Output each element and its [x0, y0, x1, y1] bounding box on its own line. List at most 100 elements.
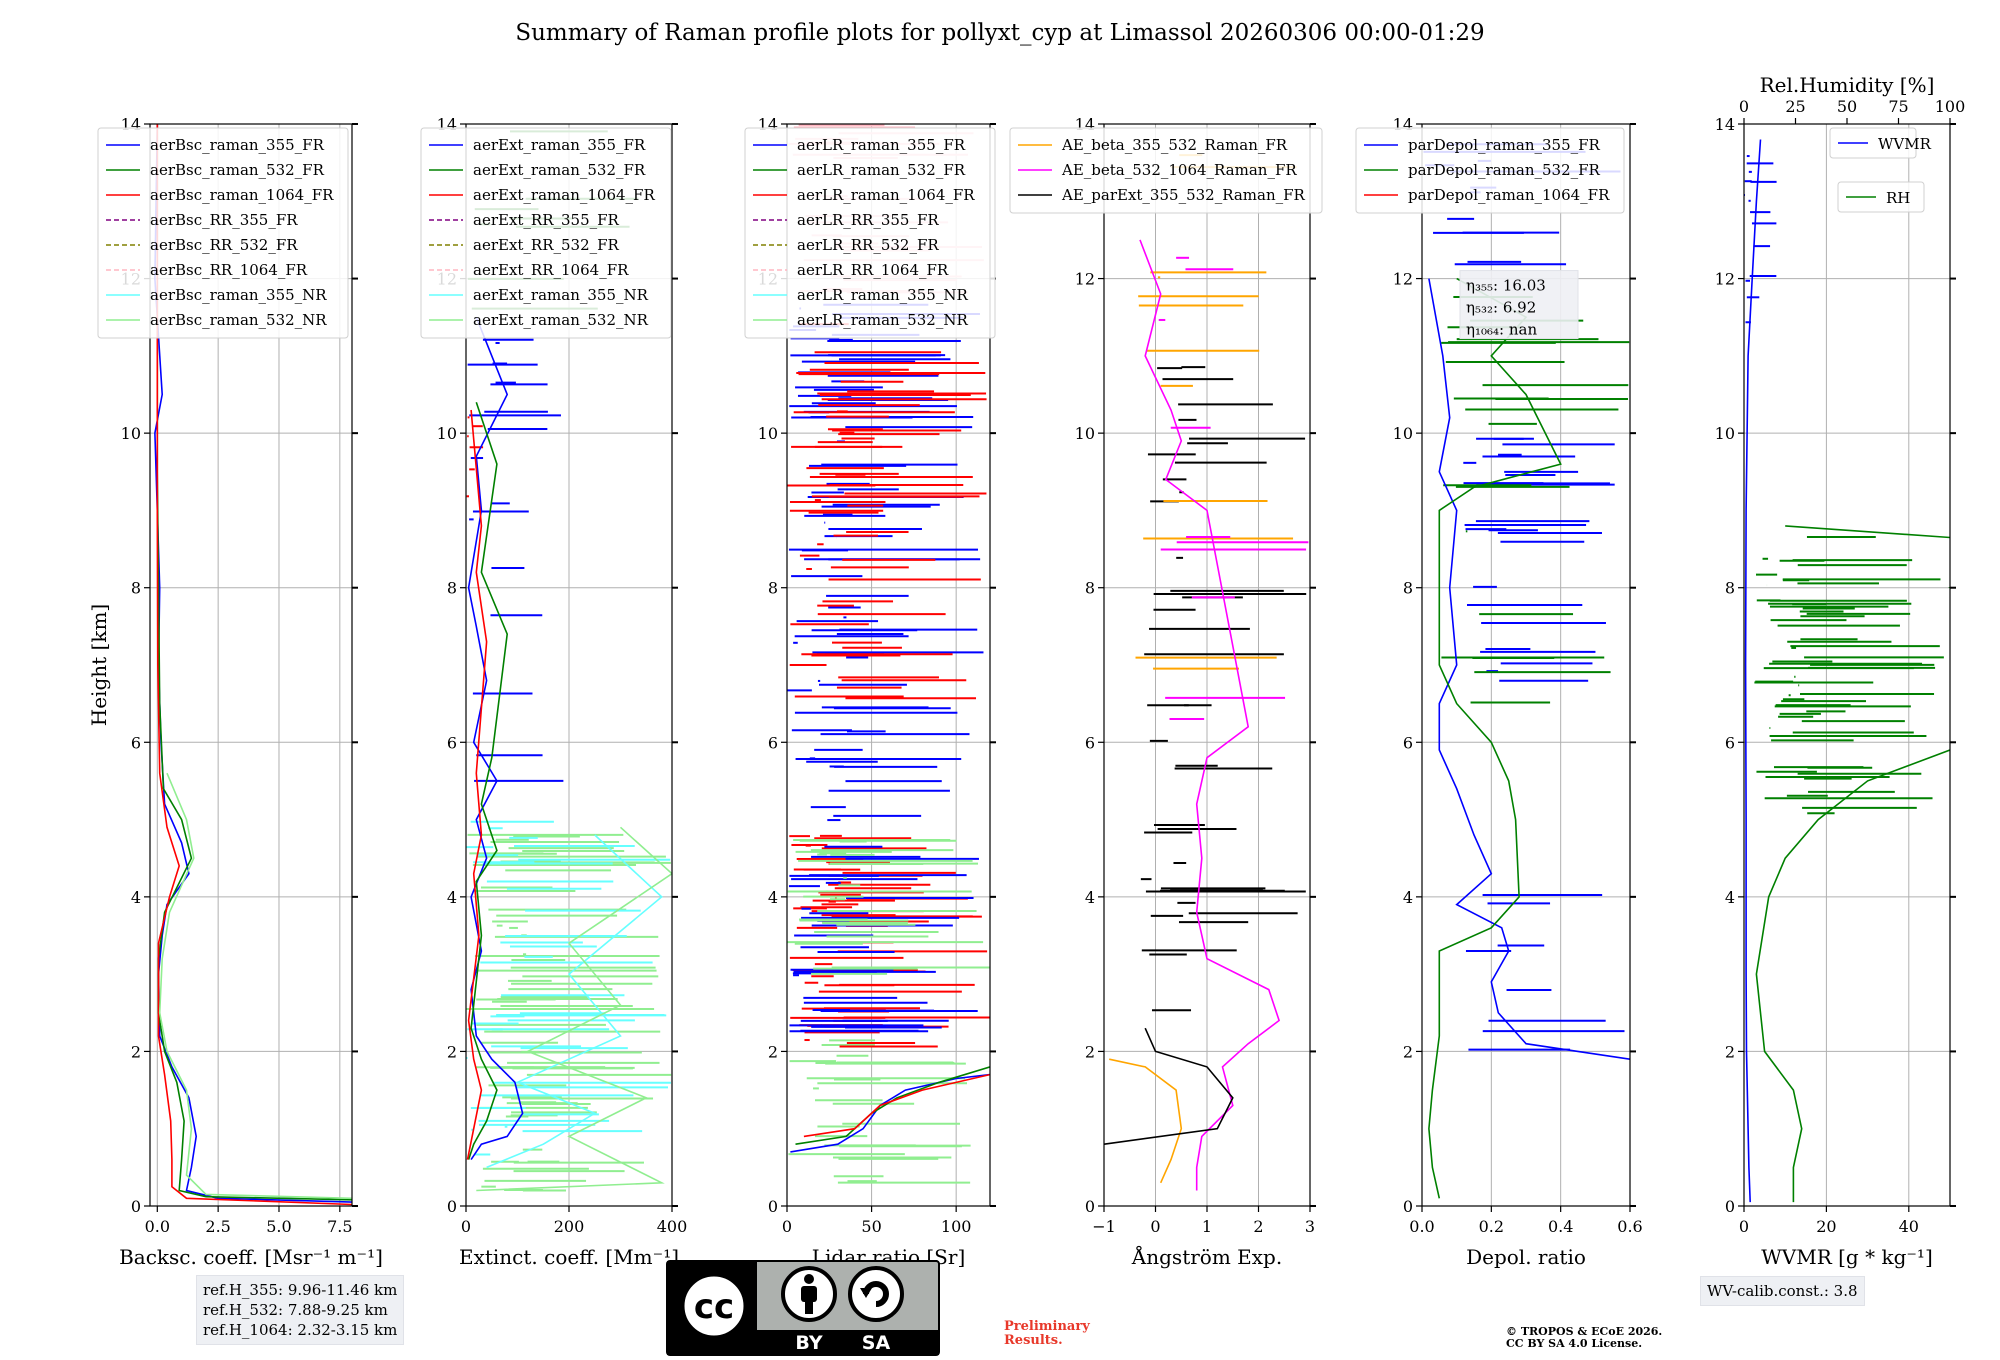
- y-tick-label: 10: [437, 424, 457, 443]
- x-axis-label: WVMR [g * kg⁻¹]: [1761, 1245, 1933, 1269]
- x-tick-label: 0.4: [1548, 1217, 1573, 1236]
- legend-label: aerBsc_RR_532_FR: [150, 236, 298, 254]
- cc-by-sa-license-badge: cc BY SA: [666, 1260, 940, 1356]
- legend-box: RH: [1837, 181, 1925, 213]
- legend-label: parDepol_raman_532_FR: [1408, 161, 1601, 179]
- axes-frame: [1421, 123, 1631, 1207]
- y-tick-label: 10: [1075, 424, 1095, 443]
- y-tick-label: 0: [768, 1197, 778, 1216]
- x-tick-label: 0: [1739, 1217, 1749, 1236]
- x-tick-label: 0.0: [145, 1217, 170, 1236]
- series-line-AE_parExt_355_532_Raman_FR: [1104, 1027, 1234, 1145]
- y-tick-label: 2: [1725, 1042, 1735, 1061]
- wv-calib-box: WV-calib.const.: 3.8: [1700, 1276, 1865, 1306]
- panel-6: 0 20 40 0 2 4 6 8 10 12 14 WVMR [g * kg⁻¹] 0 25 50 75 10…: [1715, 73, 1966, 1269]
- legend-label: aerExt_RR_355_FR: [473, 211, 620, 229]
- top-x-tick-label: 50: [1837, 97, 1857, 116]
- annotation-frame: [1459, 270, 1579, 340]
- x-tick-label: 0.2: [1479, 1217, 1504, 1236]
- y-tick-label: 8: [1725, 579, 1735, 598]
- series-line-aerExt_raman_532_NR: [476, 826, 672, 1192]
- legend-label: WVMR: [1878, 135, 1932, 153]
- x-tick-label: 3: [1305, 1217, 1315, 1236]
- y-tick-label: 6: [1085, 733, 1095, 752]
- legend-label: AE_beta_532_1064_Raman_FR: [1061, 161, 1297, 179]
- legend-label: aerExt_raman_355_FR: [473, 136, 646, 154]
- x-tick-label: 0.0: [1409, 1217, 1434, 1236]
- legend-label: aerBsc_raman_532_FR: [150, 161, 325, 179]
- x-axis-label: Extinct. coeff. [Mm⁻¹]: [459, 1245, 679, 1269]
- y-tick-label: 6: [131, 733, 141, 752]
- cc-sa-label: SA: [862, 1332, 891, 1354]
- top-x-axis-label: Rel.Humidity [%]: [1760, 73, 1935, 97]
- y-tick-label: 4: [447, 888, 457, 907]
- attribution-person-icon: [781, 1266, 837, 1322]
- legend-frame: [1829, 127, 1917, 159]
- y-tick-label: 4: [1403, 888, 1413, 907]
- y-tick-label: 0: [1725, 1197, 1735, 1216]
- series-line-aerBsc_raman_532_FR: [156, 124, 352, 1201]
- x-tick-label: 0.6: [1617, 1217, 1642, 1236]
- legend-label: aerBsc_raman_1064_FR: [150, 186, 334, 204]
- cc-by-label: BY: [795, 1332, 822, 1354]
- legend-box: AE_beta_355_532_Raman_FR AE_beta_532_1064…: [1009, 127, 1323, 214]
- top-x-tick-label: 75: [1888, 97, 1908, 116]
- y-tick-label: 8: [131, 579, 141, 598]
- top-x-tick-label: 0: [1739, 97, 1749, 116]
- legend-label: parDepol_raman_355_FR: [1408, 136, 1601, 154]
- legend-label: aerBsc_raman_355_FR: [150, 136, 325, 154]
- series-line-aerExt_raman_355_FR: [467, 316, 524, 1161]
- y-tick-label: 2: [447, 1042, 457, 1061]
- y-tick-label: 2: [1403, 1042, 1413, 1061]
- series-line-aerExt_raman_355_NR: [486, 834, 663, 1169]
- y-tick-label: 10: [121, 424, 141, 443]
- data-layer: [1104, 154, 1309, 1191]
- legend-label: aerExt_raman_532_FR: [473, 161, 646, 179]
- legend-frame: [744, 127, 996, 339]
- legend-label: aerBsc_raman_355_NR: [150, 286, 327, 304]
- x-tick-label: 100: [941, 1217, 972, 1236]
- x-tick-label: 0: [782, 1217, 792, 1236]
- data-layer: [787, 124, 990, 1184]
- series-line-parDepol_raman_532_FR: [1428, 277, 1562, 1199]
- y-tick-label: 10: [758, 424, 778, 443]
- lidar-constant-box: η₃₅₅: 16.03 η₅₃₂: 6.92 η₁₀₆₄: nan: [1459, 270, 1579, 340]
- series-line-AE_beta_355_532_Raman_FR: [1109, 1058, 1183, 1184]
- ref-height-1064: ref.H_1064: 2.32-3.15 km: [203, 1321, 398, 1339]
- axes-frame: [149, 123, 353, 1207]
- legend-label: AE_beta_355_532_Raman_FR: [1061, 136, 1288, 154]
- y-tick-label: 6: [1403, 733, 1413, 752]
- x-tick-label: 2.5: [205, 1217, 230, 1236]
- y-tick-label: 8: [447, 579, 457, 598]
- y-tick-label: 6: [447, 733, 457, 752]
- data-layer: [1744, 139, 1950, 1203]
- legend-label: aerBsc_RR_1064_FR: [150, 261, 308, 279]
- reference-heights-box: ref.H_355: 9.96-11.46 km ref.H_532: 7.88…: [196, 1275, 405, 1345]
- y-tick-label: 2: [768, 1042, 778, 1061]
- y-tick-label: 10: [1715, 424, 1735, 443]
- share-alike-icon: [848, 1266, 904, 1322]
- series-line-aerBsc_raman_1064_FR: [156, 124, 352, 1206]
- legend-box: aerLR_raman_355_FR aerLR_raman_532_FR aerL…: [744, 127, 996, 339]
- top-x-tick-label: 25: [1785, 97, 1805, 116]
- legend-label: RH: [1886, 189, 1910, 207]
- x-tick-label: 40: [1899, 1217, 1919, 1236]
- y-tick-label: 0: [447, 1197, 457, 1216]
- x-tick-label: 50: [861, 1217, 881, 1236]
- copyright-line-2: CC BY SA 4.0 License.: [1506, 1337, 1643, 1350]
- legend-box: aerBsc_raman_355_FR aerBsc_raman_532_FRae…: [97, 127, 349, 339]
- y-tick-label: 4: [1085, 888, 1095, 907]
- top-x-tick-label: 100: [1935, 97, 1966, 116]
- copyright-line-1: © TROPOS & ECoE 2026.: [1506, 1325, 1663, 1338]
- x-axis-label: Depol. ratio: [1466, 1245, 1586, 1269]
- copyright-note: © TROPOS & ECoE 2026. CC BY SA 4.0 Licen…: [1506, 1326, 1662, 1350]
- legend-label: aerExt_raman_1064_FR: [473, 186, 655, 204]
- figure-title: Summary of Raman profile plots for polly…: [515, 20, 1485, 46]
- prelim-line-2: Results.: [1004, 1333, 1063, 1348]
- legend-frame: [1009, 127, 1323, 214]
- x-tick-label: 5.0: [266, 1217, 291, 1236]
- legend-label: AE_parExt_355_532_Raman_FR: [1061, 186, 1306, 204]
- legend-label: aerLR_RR_355_FR: [797, 211, 939, 229]
